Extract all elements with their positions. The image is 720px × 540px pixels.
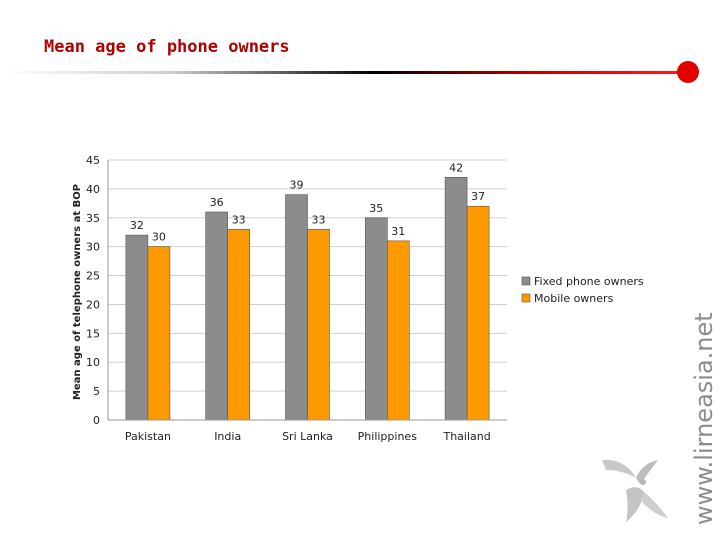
y-axis-label: Mean age of telephone owners at BOP — [72, 184, 83, 400]
bars — [125, 177, 490, 421]
labels: 0 5 10 15 20 25 30 35 40 45 32 30 Pakistan 36 33 India 3… — [86, 154, 491, 443]
bar — [205, 211, 228, 421]
data-label: 37 — [471, 190, 485, 203]
data-label: 42 — [449, 161, 463, 174]
x-tick-label: Philippines — [358, 430, 418, 443]
legend-label: Mobile owners — [534, 292, 614, 305]
y-tick-label: 0 — [93, 414, 100, 427]
y-tick-label: 5 — [93, 385, 100, 398]
data-label: 31 — [391, 225, 405, 238]
x-tick-label: Pakistan — [125, 430, 171, 443]
legend-label: Fixed phone owners — [534, 275, 644, 288]
x-tick-label: Thailand — [442, 430, 490, 443]
legend-swatch — [521, 276, 531, 286]
data-label: 35 — [369, 202, 383, 215]
axes — [107, 160, 507, 421]
data-label: 36 — [210, 196, 224, 209]
slide-title: Mean age of phone owners — [44, 37, 290, 57]
data-label: 33 — [312, 213, 326, 226]
y-tick-label: 20 — [86, 298, 100, 311]
data-label: 32 — [130, 219, 144, 232]
y-tick-label: 40 — [86, 183, 100, 196]
bar — [386, 240, 410, 421]
y-tick-label: 30 — [86, 241, 100, 254]
data-label: 39 — [290, 179, 304, 192]
bar — [307, 229, 330, 421]
bar — [364, 217, 388, 421]
data-label: 30 — [152, 231, 166, 244]
x-tick-label: Sri Lanka — [282, 430, 333, 443]
y-tick-label: 10 — [86, 356, 100, 369]
data-label: 33 — [232, 213, 246, 226]
x-tick-label: India — [214, 430, 241, 443]
lirneasia-logo-icon — [602, 459, 668, 522]
y-tick-label: 45 — [86, 154, 100, 167]
bar — [227, 229, 250, 421]
bar — [444, 177, 468, 421]
bar — [147, 246, 171, 421]
y-tick-label: 15 — [86, 327, 100, 340]
bar — [466, 205, 490, 421]
bar — [125, 234, 149, 421]
y-tick-label: 25 — [86, 270, 100, 283]
legend: Fixed phone owners Mobile owners — [521, 275, 644, 305]
title-rule — [0, 61, 699, 83]
side-url-text: www.lirneasia.net — [690, 312, 718, 525]
bar — [285, 194, 308, 421]
title-rule-dot — [677, 61, 699, 83]
legend-swatch — [521, 293, 531, 303]
y-tick-label: 35 — [86, 212, 100, 225]
